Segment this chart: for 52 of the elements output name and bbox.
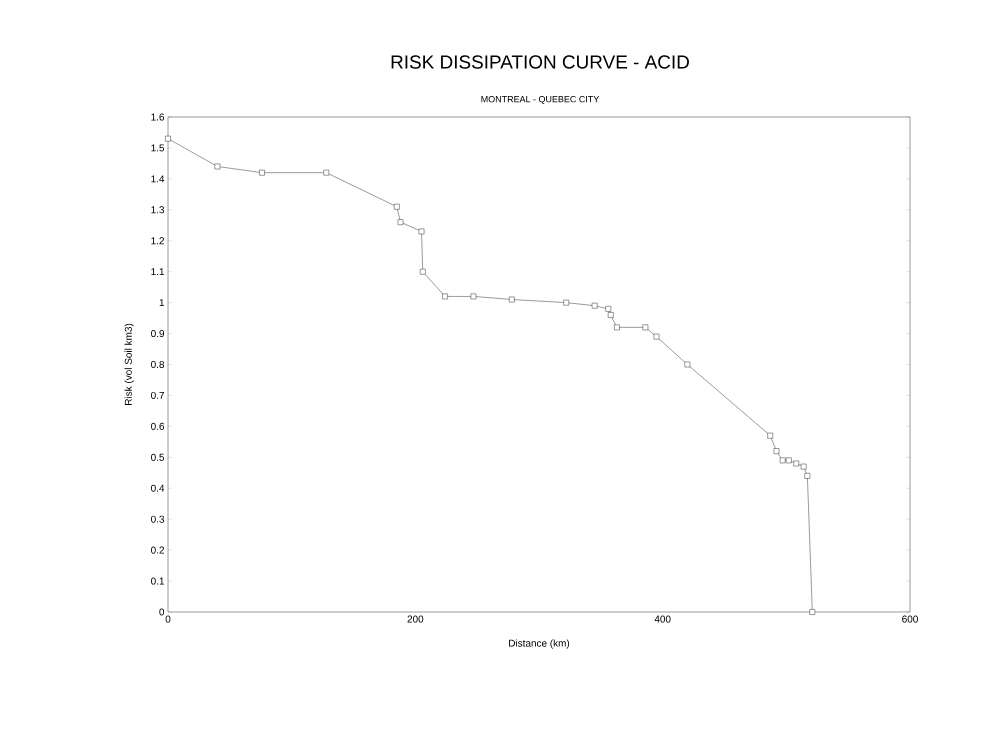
point: [653, 333, 660, 340]
point: [773, 448, 780, 454]
y-tick-label: 1.4: [151, 175, 165, 183]
point: [793, 460, 800, 467]
point: [419, 268, 426, 275]
y-axis-title: Risk (vol Soil km3): [124, 323, 134, 405]
x-tick-label: 0: [165, 615, 171, 623]
point: [800, 463, 807, 470]
chart-subtitle: MONTREAL - QUEBEC CITY: [481, 96, 600, 104]
point: [214, 163, 221, 170]
y-tick-label: 0.9: [151, 330, 165, 338]
point: [397, 219, 404, 225]
point: [767, 432, 774, 439]
point: [809, 609, 816, 615]
point: [394, 203, 400, 210]
point: [470, 293, 477, 300]
point: [442, 293, 448, 300]
y-tick-label: 0: [159, 608, 165, 616]
point: [323, 169, 330, 176]
point: [607, 312, 614, 318]
point: [804, 473, 811, 479]
point: [614, 324, 620, 331]
point: [642, 324, 649, 331]
y-tick-label: 0.4: [151, 484, 165, 492]
x-axis-title: Distance (km): [509, 639, 570, 649]
point: [418, 228, 425, 235]
point: [605, 306, 612, 312]
point: [509, 296, 515, 303]
y-tick-label: 0.5: [151, 453, 165, 461]
y-tick-label: 0.2: [151, 546, 164, 554]
chart-title: RISK DISSIPATION CURVE - ACID: [391, 55, 689, 69]
x-tick-label: 400: [654, 615, 671, 623]
y-tick-label: 0.6: [151, 422, 165, 430]
point: [779, 457, 786, 464]
x-tick-label: 200: [407, 615, 424, 623]
point: [563, 299, 570, 306]
y-tick-label: 0.8: [151, 360, 165, 369]
y-tick-label: 1.6: [151, 113, 165, 121]
y-tick-label: 1: [159, 299, 165, 307]
point: [684, 361, 691, 368]
y-tick-label: 1.1: [151, 268, 165, 276]
y-tick-label: 0.3: [151, 515, 165, 523]
y-tick-label: 1.5: [151, 144, 165, 152]
point: [591, 302, 598, 309]
x-tick-label: 600: [902, 615, 918, 623]
y-tick-label: 1.2: [151, 237, 164, 245]
y-tick-label: 0.1: [151, 577, 165, 585]
point: [165, 135, 171, 142]
point: [786, 457, 792, 464]
y-tick-label: 0.7: [151, 391, 164, 399]
y-tick-label: 1.3: [151, 206, 165, 214]
point: [259, 169, 265, 176]
